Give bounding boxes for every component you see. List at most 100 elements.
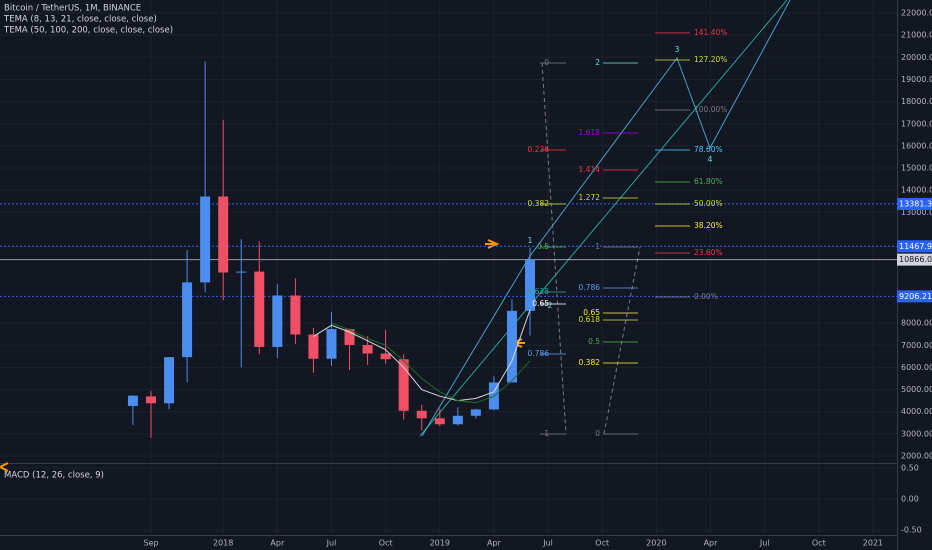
candle-body (290, 295, 301, 335)
fib-label: 0.65 (532, 299, 549, 308)
price-label: 10866.05 (899, 255, 932, 264)
fib-label: 1 (595, 242, 600, 251)
fib-label: 1 (528, 236, 533, 245)
fib-label: 0.236 (528, 145, 550, 154)
fib-label: 0 (544, 58, 549, 67)
fib-label: 61.80% (694, 177, 723, 186)
candle-body (254, 271, 265, 347)
x-tick-label: 2019 (430, 539, 450, 548)
candle-body (362, 345, 373, 354)
tema-line (331, 322, 531, 404)
y-tick-label: 8000.00 (901, 319, 932, 328)
dashed-line (541, 62, 567, 435)
y-tick-label: 13000.00 (901, 208, 932, 217)
fib-label: 0.382 (528, 199, 550, 208)
price-label: 11467.98 (899, 242, 932, 251)
fib-label: 3 (675, 45, 680, 54)
arrow-right (485, 239, 500, 249)
price-label: 13381.39 (899, 199, 932, 208)
fib-label: 1 (544, 429, 549, 438)
candle-body (470, 409, 481, 416)
y-tick-label: 15000.00 (901, 164, 932, 173)
fib-label: 23.60% (694, 248, 723, 257)
candle-body (164, 357, 175, 404)
fib-label: 0.00% (694, 292, 718, 301)
y-tick-label: 18000.00 (901, 97, 932, 106)
fib-label: 0.618 (579, 315, 601, 324)
fib-label: 127.20% (694, 55, 727, 64)
y-tick-label: 20000.00 (901, 53, 932, 62)
fib-label: 141.40% (694, 28, 727, 37)
candle-body (506, 310, 517, 383)
price-label-box (897, 240, 932, 253)
candle-body (200, 196, 211, 283)
candle-body (344, 329, 355, 346)
fib-label: 78.60% (694, 145, 723, 154)
candle-body (398, 359, 409, 411)
candle-body (145, 396, 156, 404)
x-tick-label: Jul (542, 539, 553, 548)
fib-label: 100.00% (694, 105, 727, 114)
candle-body (380, 353, 391, 360)
fib-label: 0.382 (579, 358, 601, 367)
y-tick-label: 3000.00 (901, 429, 932, 438)
legend-entry: TEMA (50, 100, 200, close, close, close) (3, 26, 173, 36)
candle-body (308, 334, 319, 359)
price-label-box (897, 253, 932, 266)
fib-label: 0.5 (588, 337, 600, 346)
price-label-box (897, 197, 932, 210)
y-tick-label: 5000.00 (901, 385, 932, 394)
y-tick-label: 4000.00 (901, 407, 932, 416)
fib-label: 1.272 (579, 193, 601, 202)
wave-line (421, 0, 791, 437)
fib-label: 1.618 (579, 128, 601, 137)
fib-label: 0 (595, 429, 600, 438)
y-tick-label: 22000.00 (901, 9, 932, 18)
y-tick-label: 19000.00 (901, 75, 932, 84)
x-tick-label: Oct (595, 539, 609, 548)
x-tick-label: Sep (143, 539, 158, 548)
x-tick-label: 2021 (863, 539, 883, 548)
fib-label: 2 (595, 58, 600, 67)
x-tick-label: Oct (812, 539, 826, 548)
y-tick-label: 2000.00 (901, 452, 932, 461)
price-label-box (897, 290, 932, 303)
candle-body (272, 295, 283, 347)
fib-label: 4 (708, 155, 713, 164)
x-tick-label: Apr (487, 539, 502, 548)
fib-label: 0.5 (537, 242, 549, 251)
y-tick-label: 14000.00 (901, 186, 932, 195)
macd-title: MACD (12, 26, close, 9) (4, 471, 104, 481)
fib-label: 2 (548, 301, 553, 310)
fib-label: 1.414 (579, 165, 601, 174)
fib-label: 38.20% (694, 221, 723, 230)
tema-line (313, 309, 531, 402)
price-label: 9206.21 (899, 292, 932, 301)
y-tick-label: 7000.00 (901, 341, 932, 350)
candle-body (326, 329, 337, 359)
legend-entry: TEMA (8, 13, 21, close, close, close) (3, 15, 157, 25)
fib-label: 0.786 (528, 349, 550, 358)
y-tick-label: 0.00 (901, 495, 919, 504)
y-tick-label: 6000.00 (901, 363, 932, 372)
y-tick-label: -0.50 (901, 526, 922, 535)
y-tick-label: 17000.00 (901, 119, 932, 128)
macd-marker (0, 462, 9, 472)
x-tick-label: Oct (379, 539, 393, 548)
x-tick-label: Apr (270, 539, 285, 548)
symbol-title: Bitcoin / TetherUS, 1M, BINANCE (4, 4, 141, 14)
x-tick-label: Jul (326, 539, 337, 548)
trend-line (419, 0, 788, 437)
candle-body (182, 282, 193, 358)
x-tick-label: Jul (759, 539, 770, 548)
candle-body (452, 415, 463, 425)
y-tick-label: 21000.00 (901, 31, 932, 40)
candle-body (236, 271, 247, 273)
candle-body (434, 418, 445, 425)
x-tick-label: Apr (704, 539, 719, 548)
fib-label: 0.618 (528, 287, 550, 296)
x-tick-label: 2018 (213, 539, 233, 548)
x-tick-label: 2020 (646, 539, 666, 548)
